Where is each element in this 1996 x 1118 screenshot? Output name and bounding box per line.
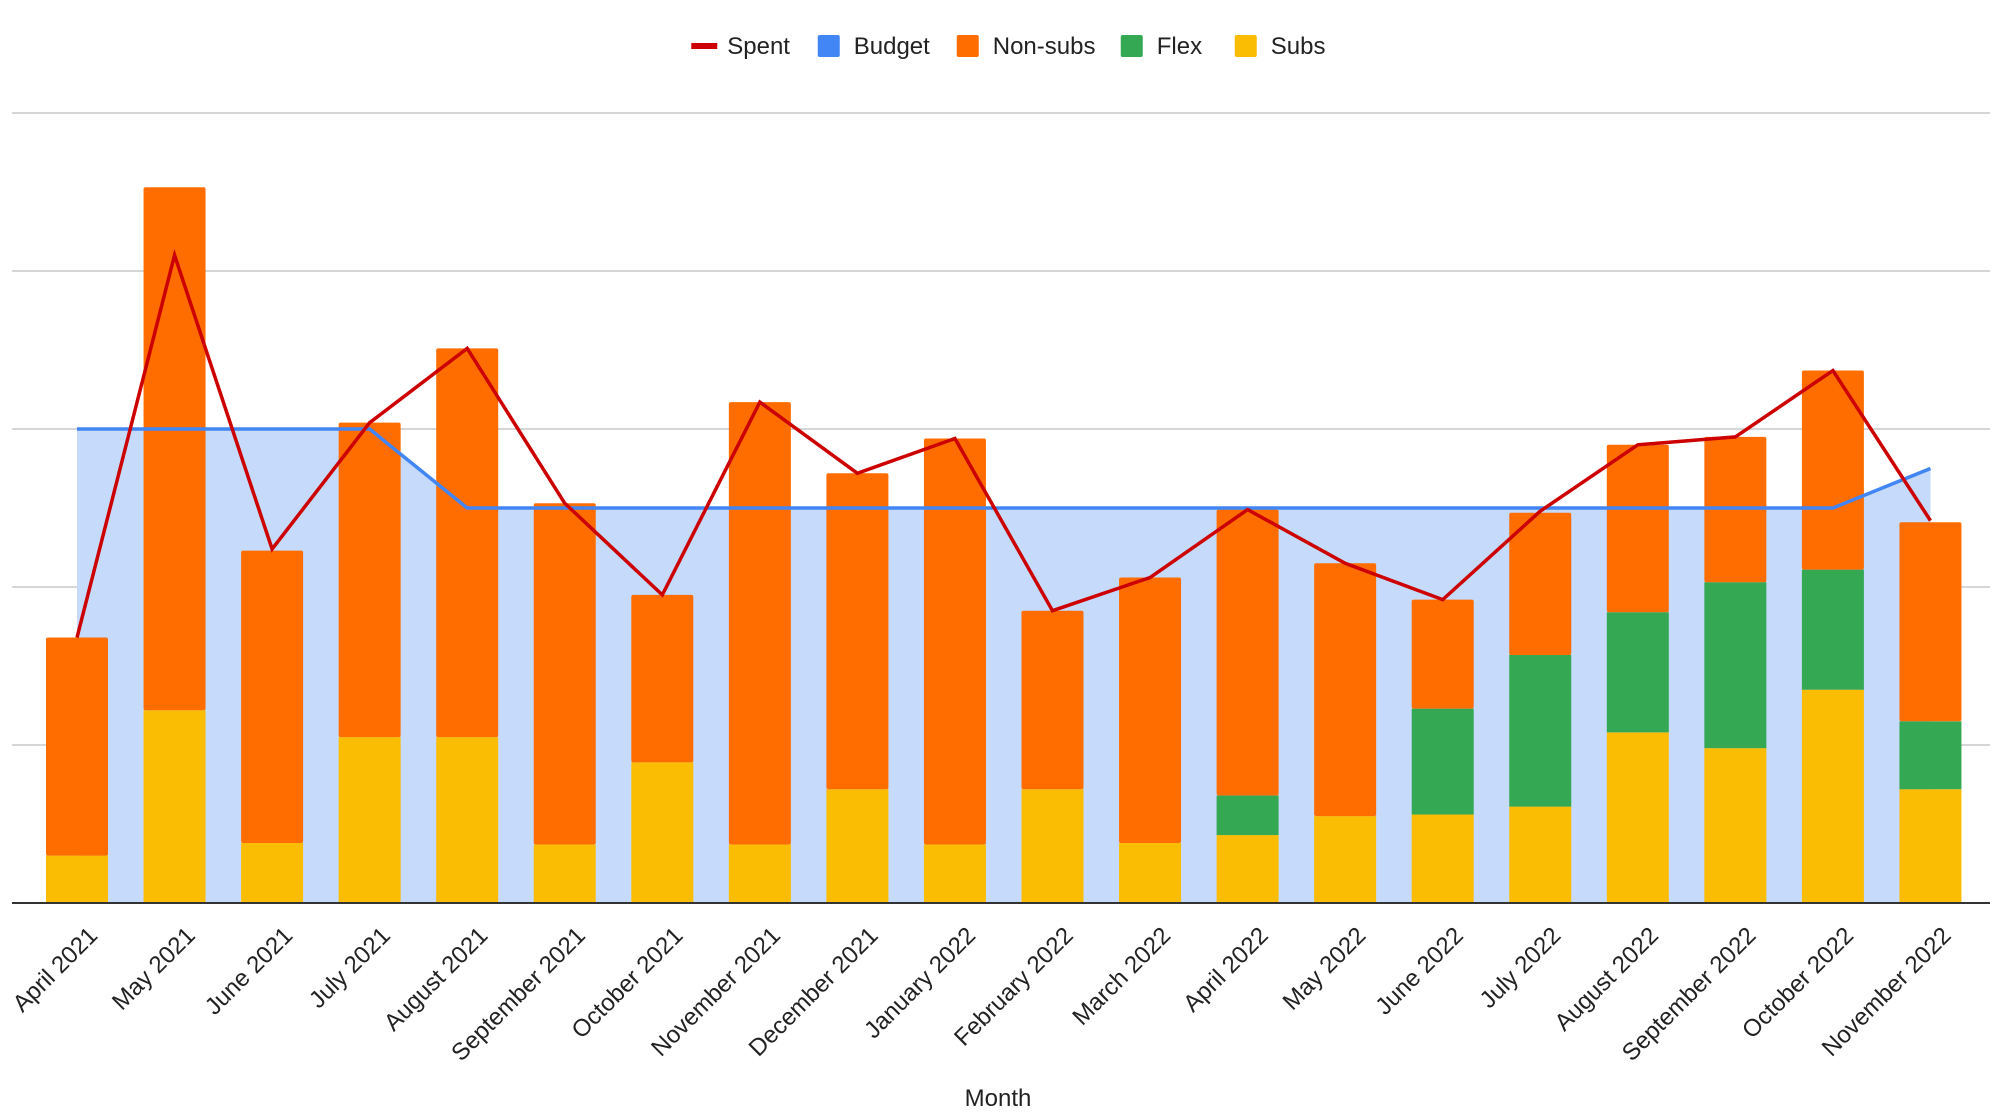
legend-label: Subs — [1271, 33, 1326, 60]
bar-subs — [1314, 816, 1377, 903]
bar-flex — [1509, 654, 1572, 807]
bar-subs — [1899, 789, 1962, 903]
bar-subs — [143, 710, 206, 903]
legend-swatch-subs — [1234, 35, 1257, 57]
bar-non-subs — [1899, 522, 1962, 722]
legend-label: Spent — [727, 33, 790, 60]
bar-non-subs — [826, 473, 889, 790]
bar-subs — [533, 844, 596, 903]
bar-non-subs — [1216, 509, 1279, 796]
x-tick-label: May 2021 — [107, 922, 201, 1016]
legend-label: Non-subs — [993, 33, 1096, 60]
bar-non-subs — [143, 187, 206, 711]
bar-subs — [1021, 789, 1084, 903]
bar-subs — [436, 737, 499, 903]
bar-non-subs — [728, 402, 791, 845]
legend-label: Flex — [1157, 33, 1202, 60]
x-tick-label: July 2022 — [1475, 922, 1567, 1014]
legend-swatch-spent — [691, 43, 718, 49]
bar-subs — [1606, 732, 1669, 903]
legend-label: Budget — [854, 33, 930, 60]
bar-flex — [1899, 721, 1962, 790]
x-tick-label: July 2021 — [304, 922, 396, 1014]
legend: Spent Budget Non-subs Flex Subs — [691, 33, 1325, 60]
bar-non-subs — [338, 422, 401, 738]
budget-line — [77, 427, 1932, 510]
x-tick-label: April 2021 — [8, 922, 104, 1018]
x-tick-label: May 2022 — [1278, 922, 1372, 1016]
bar-subs — [338, 737, 401, 903]
bar-subs — [826, 789, 889, 903]
bar-non-subs — [923, 438, 986, 845]
bar-non-subs — [46, 637, 108, 856]
bar-non-subs — [1606, 444, 1669, 613]
bar-non-subs — [533, 503, 596, 845]
legend-swatch-budget — [817, 35, 840, 57]
bar-subs — [1411, 814, 1474, 903]
bar-subs — [1704, 748, 1767, 903]
bar-subs — [728, 844, 791, 903]
bar-subs — [1509, 806, 1572, 903]
bar-non-subs — [241, 550, 304, 843]
bar-non-subs — [1119, 577, 1182, 843]
x-axis-title: Month — [965, 1085, 1032, 1112]
bar-flex — [1801, 569, 1864, 690]
bar-subs — [241, 842, 304, 903]
bar-flex — [1606, 612, 1669, 733]
x-tick-label: June 2022 — [1370, 922, 1468, 1020]
lines — [75, 248, 1932, 638]
bar-non-subs — [1509, 512, 1572, 655]
bar-subs — [1216, 835, 1279, 903]
bar-flex — [1216, 795, 1279, 836]
bar-subs — [1119, 842, 1182, 903]
bar-subs — [923, 844, 986, 903]
bar-subs — [631, 762, 694, 903]
bar-non-subs — [1801, 370, 1864, 570]
bar-flex — [1704, 582, 1767, 749]
bar-non-subs — [436, 348, 499, 738]
x-axis: April 2021 May 2021 June 2021 July 2021Augu… — [8, 902, 1990, 1067]
bars — [46, 187, 1962, 903]
bar-non-subs — [631, 594, 694, 763]
legend-swatch-flex — [1120, 35, 1143, 57]
x-tick-label: June 2021 — [200, 922, 298, 1020]
spent-line — [75, 248, 1932, 638]
bar-subs — [46, 855, 108, 903]
bar-subs — [1801, 689, 1864, 903]
x-tick-label: April 2022 — [1178, 922, 1274, 1018]
bar-non-subs — [1314, 563, 1377, 817]
bar-non-subs — [1021, 610, 1084, 790]
legend-swatch-non-subs — [956, 35, 979, 57]
bar-non-subs — [1411, 599, 1474, 709]
bar-flex — [1411, 708, 1474, 815]
x-tick-label: March 2022 — [1067, 922, 1176, 1031]
